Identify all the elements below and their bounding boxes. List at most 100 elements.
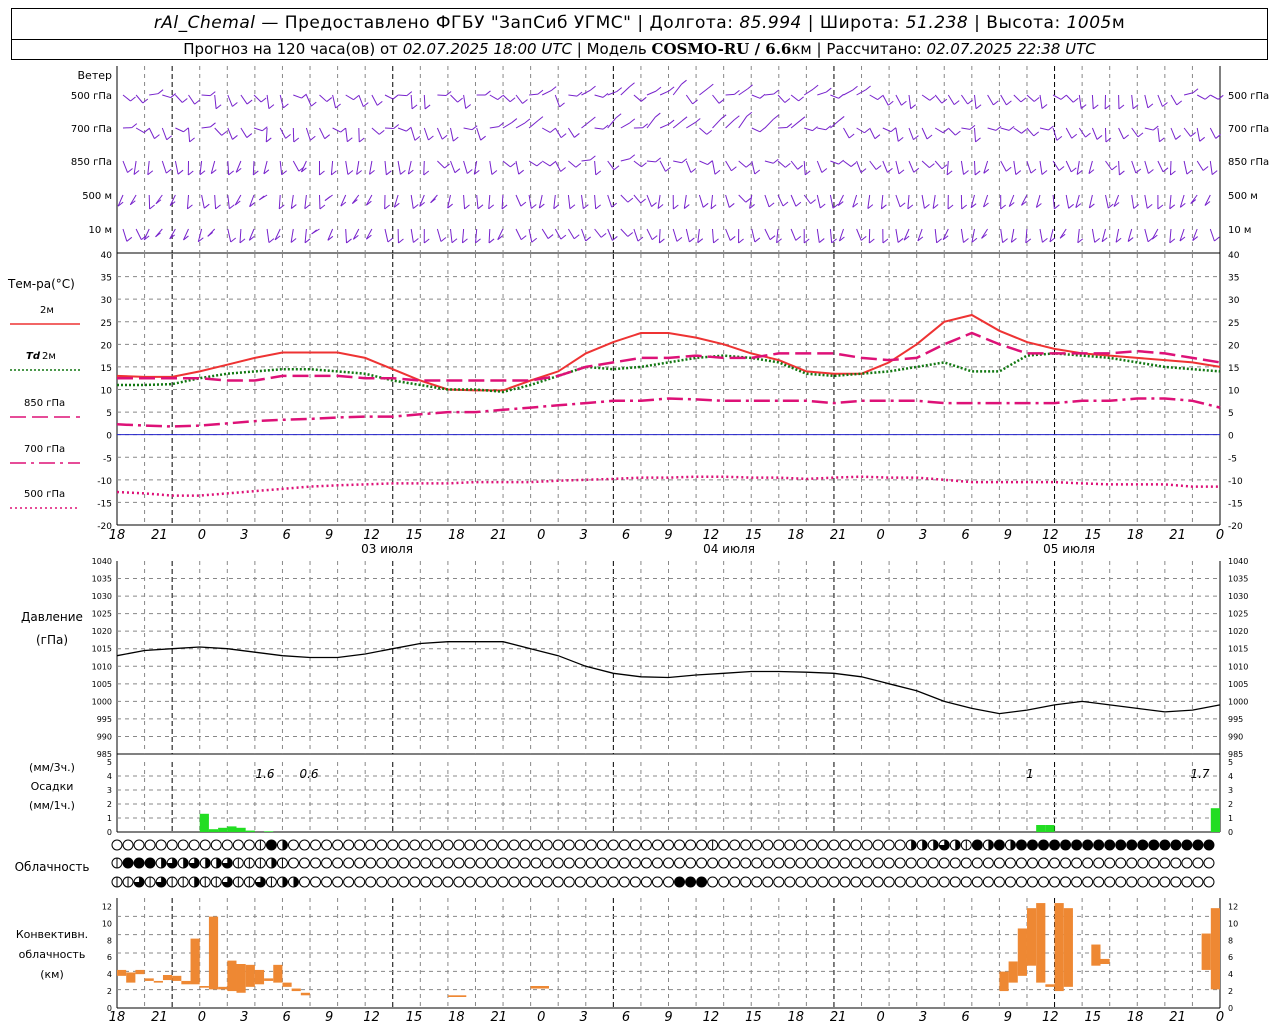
wind-barbs [117, 79, 1224, 244]
wind-barb-feather [1148, 169, 1154, 174]
cloud-fraction [255, 877, 266, 888]
wind-barb [1169, 228, 1172, 243]
wind-barb-feather [406, 91, 413, 97]
wind-barb [473, 160, 478, 175]
wind-gridlines [144, 66, 1193, 253]
wind-barb [489, 94, 498, 101]
wind-barb [633, 160, 642, 168]
wind-barb-feather [773, 89, 780, 95]
wind-barb [369, 160, 373, 175]
wind-barb [129, 194, 137, 206]
cloud-symbol [618, 839, 630, 851]
wind-barb [1091, 127, 1098, 140]
wind-barb-feather [285, 134, 291, 139]
wind-barb [1077, 228, 1080, 243]
wind-barb [489, 160, 493, 175]
wind-barb-feather [651, 235, 658, 241]
wind-barb-feather [932, 204, 939, 209]
wind-barb [1183, 160, 1188, 175]
cloud-symbol [685, 876, 697, 888]
wind-barb-feather [759, 127, 766, 133]
wind-barb [278, 194, 281, 209]
wind-barb [917, 228, 923, 242]
wind-barb [515, 122, 526, 129]
cloud-symbol [718, 839, 730, 851]
wind-barb-feather [655, 86, 662, 92]
wind-barb-feather [327, 235, 334, 241]
wind-barb-feather [1042, 237, 1048, 243]
wind-barb-feather [412, 204, 419, 209]
cloud-symbol [475, 876, 487, 888]
wind-barb [738, 160, 747, 168]
wind-barb [1000, 94, 1007, 106]
wind-barb [932, 194, 936, 209]
wind-barb-feather [1059, 233, 1066, 239]
cloud-symbol [596, 857, 608, 869]
wind-barb [710, 194, 713, 209]
wind-barb [175, 127, 184, 133]
precip-bar [1210, 808, 1220, 832]
wind-barb [1144, 127, 1154, 131]
wind-barb-feather [654, 112, 661, 118]
wind-barb-feather [812, 84, 819, 90]
pressure-ytick-right: 1000 [1228, 697, 1248, 706]
wind-barb [541, 160, 551, 167]
cloud-symbol [574, 839, 586, 851]
wind-barb-feather [221, 130, 227, 136]
wind-barb-feather [1011, 237, 1017, 243]
cloud-symbol [1170, 876, 1182, 888]
wind-barb [1065, 160, 1072, 173]
wind-barb [463, 160, 468, 174]
cloud-symbol [651, 857, 663, 869]
cloud-symbol [762, 876, 774, 888]
header-row-station: rAl_Chemal — Предоставлено ФГБУ "ЗапСиб … [153, 13, 1126, 33]
wind-barb [410, 94, 413, 109]
cloud-fraction [282, 877, 288, 887]
wind-barb [423, 160, 425, 175]
wind-barb [384, 228, 389, 243]
precip-annotation: 1 [1026, 767, 1034, 781]
cloud-symbol [1192, 876, 1204, 888]
bottom-xaxis: 18 21 0 3 6 9 12 15 18 21 0 3 6 9 12 15 18 21 0 3 6 9 12 15 18 21… [109, 1010, 1224, 1024]
cloud-symbol [332, 839, 344, 851]
wind-barb [450, 94, 458, 103]
wind-barb [751, 127, 761, 133]
wind-barb [607, 160, 615, 171]
cloud-symbol [1115, 857, 1127, 869]
wind-barb [856, 89, 866, 96]
wind-barb [816, 194, 821, 209]
wind-barb-feather [1111, 165, 1118, 171]
wind-barb-feather [720, 114, 727, 120]
wind-barb [436, 127, 443, 140]
wind-barb [1013, 127, 1022, 134]
wind-barb-feather [665, 166, 671, 172]
wind-barb-feather [1089, 203, 1095, 209]
x-tick: 18 [787, 528, 804, 543]
wind-barb-feather [860, 168, 867, 174]
x-tick: 12 [363, 1010, 380, 1024]
wind-barb [1196, 94, 1206, 100]
wind-barb [843, 160, 852, 167]
wind-barb [488, 194, 491, 209]
wind-barb-feather [867, 204, 874, 209]
wind-barb-feather [852, 85, 858, 91]
provider-text: Предоставлено ФГБУ "ЗапСиб УГМС" [284, 13, 632, 33]
conv-bar [1017, 928, 1027, 976]
temp-ytick-right: 0 [1228, 432, 1234, 442]
cloud-fraction [134, 877, 145, 888]
cloud-symbol [839, 876, 851, 888]
wind-barb [856, 160, 862, 173]
wind-barb-feather [1070, 167, 1077, 173]
cloud-symbol [287, 839, 299, 851]
wind-barb-feather [690, 168, 697, 173]
cloud-symbol [861, 839, 873, 851]
wind-barb-feather [897, 137, 904, 142]
wind-barb [869, 94, 878, 101]
wind-barb [235, 160, 242, 173]
wind-barb-feather [975, 137, 981, 143]
wind-barb-feather [629, 118, 636, 124]
cloud-symbol [365, 839, 377, 851]
wind-barb [581, 159, 591, 162]
precip-gridlines [144, 762, 1193, 832]
wind-barb-feather [362, 102, 369, 107]
